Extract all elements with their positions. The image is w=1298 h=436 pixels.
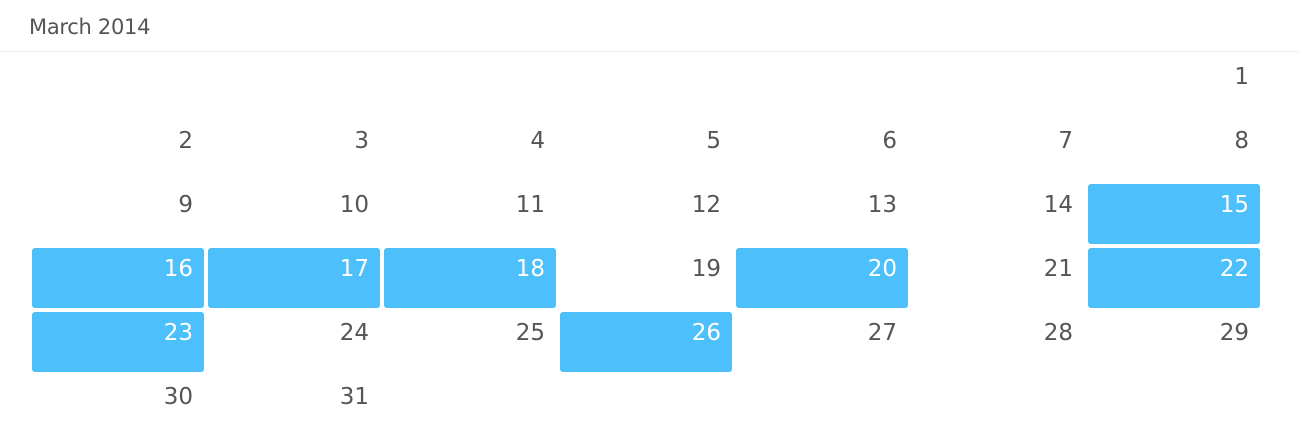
day-cell-11[interactable]: 11: [384, 184, 556, 244]
day-number: 12: [691, 192, 721, 218]
day-cell-16[interactable]: 16: [32, 248, 204, 308]
day-cell-30[interactable]: 30: [32, 376, 204, 436]
day-cell-20[interactable]: 20: [736, 248, 908, 308]
day-number: 7: [1058, 128, 1073, 154]
day-number: 3: [354, 128, 369, 154]
day-cell-3[interactable]: 3: [208, 120, 380, 180]
day-cell-23[interactable]: 23: [32, 312, 204, 372]
day-number: 25: [515, 320, 545, 346]
day-cell-8[interactable]: 8: [1088, 120, 1260, 180]
day-number: 24: [339, 320, 369, 346]
day-number: 29: [1219, 320, 1249, 346]
day-number: 11: [515, 192, 545, 218]
day-cell-2[interactable]: 2: [32, 120, 204, 180]
day-number: 27: [867, 320, 897, 346]
day-cell-19[interactable]: 19: [560, 248, 732, 308]
day-cell-17[interactable]: 17: [208, 248, 380, 308]
day-number: 8: [1234, 128, 1249, 154]
day-cell-27[interactable]: 27: [736, 312, 908, 372]
day-cell-10[interactable]: 10: [208, 184, 380, 244]
day-cell-22[interactable]: 22: [1088, 248, 1260, 308]
day-number: 14: [1043, 192, 1073, 218]
day-number: 5: [706, 128, 721, 154]
day-cell-18[interactable]: 18: [384, 248, 556, 308]
day-cell-29[interactable]: 29: [1088, 312, 1260, 372]
day-number: 26: [691, 320, 721, 346]
day-number: 19: [691, 256, 721, 282]
day-number: 17: [339, 256, 369, 282]
day-number: 13: [867, 192, 897, 218]
day-number: 28: [1043, 320, 1073, 346]
day-cell-21[interactable]: 21: [912, 248, 1084, 308]
day-cell-13[interactable]: 13: [736, 184, 908, 244]
calendar-header: March 2014: [0, 0, 1298, 52]
day-number: 21: [1043, 256, 1073, 282]
day-cell-9[interactable]: 9: [32, 184, 204, 244]
day-cell-5[interactable]: 5: [560, 120, 732, 180]
day-cell-25[interactable]: 25: [384, 312, 556, 372]
day-cell-26[interactable]: 26: [560, 312, 732, 372]
day-number: 31: [339, 384, 369, 410]
day-cell-14[interactable]: 14: [912, 184, 1084, 244]
day-cell-6[interactable]: 6: [736, 120, 908, 180]
month-title: March 2014: [29, 15, 151, 39]
day-cell-31[interactable]: 31: [208, 376, 380, 436]
day-cell-15[interactable]: 15: [1088, 184, 1260, 244]
day-cell-24[interactable]: 24: [208, 312, 380, 372]
day-number: 16: [163, 256, 193, 282]
day-number: 30: [163, 384, 193, 410]
day-cell-1[interactable]: 1: [1088, 56, 1260, 116]
day-number: 22: [1219, 256, 1249, 282]
day-cell-28[interactable]: 28: [912, 312, 1084, 372]
day-cell-7[interactable]: 7: [912, 120, 1084, 180]
day-number: 2: [178, 128, 193, 154]
day-number: 10: [339, 192, 369, 218]
day-number: 20: [867, 256, 897, 282]
day-number: 23: [163, 320, 193, 346]
day-number: 9: [178, 192, 193, 218]
day-number: 18: [515, 256, 545, 282]
day-cell-4[interactable]: 4: [384, 120, 556, 180]
day-number: 15: [1219, 192, 1249, 218]
day-cell-12[interactable]: 12: [560, 184, 732, 244]
day-number: 6: [882, 128, 897, 154]
day-number: 4: [530, 128, 545, 154]
day-number: 1: [1234, 64, 1249, 90]
